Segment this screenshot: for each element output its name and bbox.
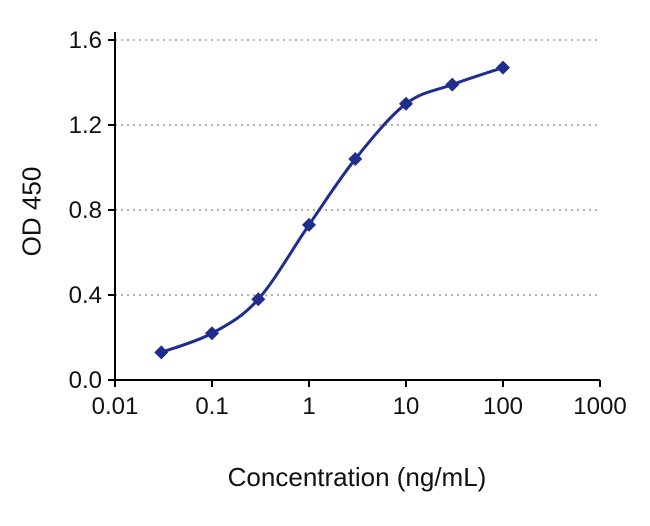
x-tick-label: 1000 [573, 393, 626, 420]
y-axis-title: OD 450 [16, 166, 47, 257]
data-point-marker [205, 326, 219, 341]
x-tick-label: 100 [483, 393, 523, 420]
series-line [159, 66, 505, 354]
y-tick-label: 1.2 [69, 112, 102, 139]
x-tick-label: 10 [393, 393, 420, 420]
x-axis-title: Concentration (ng/mL) [227, 462, 487, 492]
data-point-marker [399, 96, 413, 111]
data-point-marker [302, 217, 316, 232]
data-point-marker [251, 292, 266, 307]
data-point-marker [348, 152, 363, 166]
x-tick-label: 0.01 [92, 393, 139, 420]
y-tick-label: 0.0 [69, 367, 102, 394]
data-point-marker [445, 77, 460, 92]
y-tick-label: 0.4 [69, 282, 102, 309]
data-point-marker [496, 60, 510, 75]
data-point-marker [154, 345, 169, 360]
x-tick-label: 0.1 [195, 393, 228, 420]
y-tick-label: 0.8 [69, 197, 102, 224]
x-tick-label: 1 [302, 393, 315, 420]
y-tick-label: 1.6 [69, 27, 102, 54]
